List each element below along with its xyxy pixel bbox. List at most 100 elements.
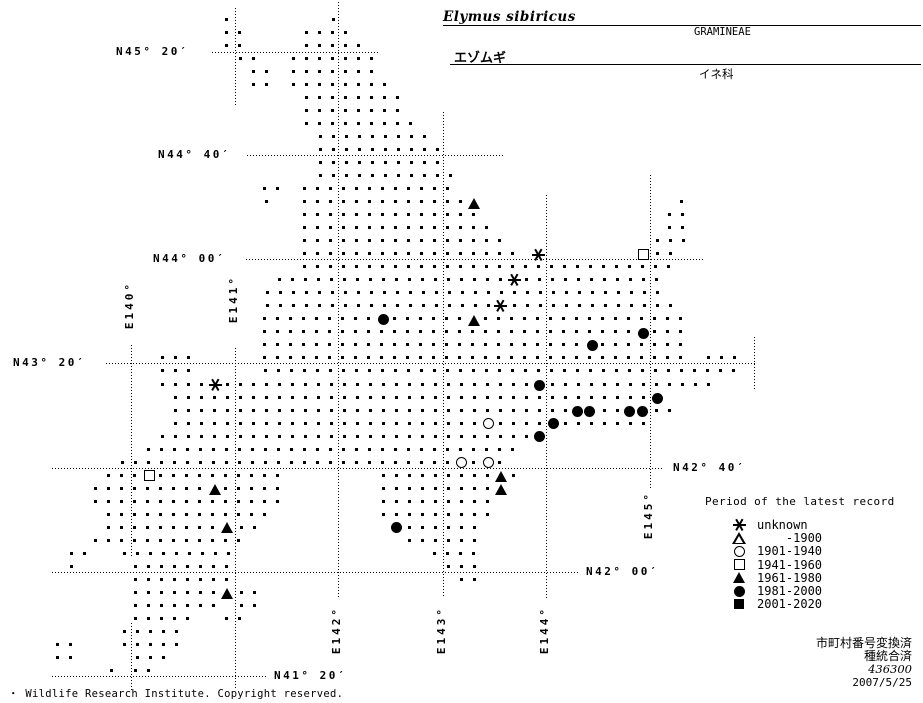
map-dot	[146, 526, 149, 529]
map-dot	[485, 369, 488, 372]
map-dot	[473, 487, 476, 490]
family-latin-name: GRAMINEAE	[694, 26, 751, 38]
map-dot	[473, 435, 476, 438]
map-dot	[446, 369, 449, 372]
map-dot	[70, 552, 73, 555]
map-dot	[549, 330, 552, 333]
map-dot	[460, 526, 463, 529]
map-dot	[434, 500, 437, 503]
map-dot	[487, 304, 490, 307]
map-dot	[186, 578, 189, 581]
map-dot	[473, 513, 476, 516]
circle-filled-shape	[733, 585, 745, 597]
record-marker-circle-filled	[623, 405, 635, 417]
map-dot	[225, 565, 228, 568]
record-marker-triangle-filled	[494, 470, 508, 482]
map-dot	[186, 591, 189, 594]
map-dot	[408, 396, 411, 399]
map-dot	[317, 278, 320, 281]
map-dot	[602, 369, 605, 372]
map-dot	[422, 291, 425, 294]
map-dot	[160, 617, 163, 620]
map-dot	[434, 474, 437, 477]
map-dot	[174, 409, 177, 412]
map-dot	[159, 513, 162, 516]
map-dot	[172, 539, 175, 542]
map-dot	[523, 317, 526, 320]
map-dot	[368, 226, 371, 229]
map-dot	[305, 57, 308, 60]
map-dot	[368, 461, 371, 464]
square-open-shape	[637, 248, 649, 260]
latitude-label: N43° 20′	[13, 356, 86, 369]
map-dot	[733, 356, 736, 359]
map-dot	[331, 70, 334, 73]
map-dot	[251, 461, 254, 464]
map-dot	[304, 383, 307, 386]
map-dot	[552, 291, 555, 294]
map-dot	[565, 291, 568, 294]
map-dot	[316, 226, 319, 229]
map-dot	[588, 356, 591, 359]
map-dot	[357, 109, 360, 112]
map-dot	[317, 396, 320, 399]
map-dot	[369, 409, 372, 412]
map-dot	[354, 317, 357, 320]
map-dot	[342, 200, 345, 203]
map-dot	[384, 174, 387, 177]
map-dot	[343, 435, 346, 438]
map-dot	[276, 343, 279, 346]
map-dot	[486, 513, 489, 516]
legend-item-label: -1900	[757, 531, 823, 546]
longitude-label: E144°	[538, 606, 551, 655]
map-dot	[656, 291, 659, 294]
map-dot	[238, 44, 241, 47]
map-dot	[380, 343, 383, 346]
map-dot	[394, 252, 397, 255]
map-dot	[147, 565, 150, 568]
map-dot	[370, 291, 373, 294]
map-dot	[460, 422, 463, 425]
map-dot	[319, 135, 322, 138]
map-dot	[370, 57, 373, 60]
map-dot	[381, 252, 384, 255]
circle-filled-shape	[583, 405, 595, 417]
map-dot	[133, 526, 136, 529]
map-dot	[211, 474, 214, 477]
map-dot	[408, 487, 411, 490]
map-dot	[420, 369, 423, 372]
map-dot	[276, 330, 279, 333]
map-dot	[355, 448, 358, 451]
map-dot	[473, 474, 476, 477]
square-open-shape	[733, 559, 745, 571]
map-dot	[707, 356, 710, 359]
map-dot	[397, 161, 400, 164]
map-dot	[332, 174, 335, 177]
map-dot	[292, 304, 295, 307]
map-dot	[356, 422, 359, 425]
map-dot	[432, 356, 435, 359]
map-dot	[499, 396, 502, 399]
map-dot	[226, 396, 229, 399]
map-dot	[303, 448, 306, 451]
map-dot	[460, 474, 463, 477]
longitude-line	[131, 345, 132, 557]
map-dot	[225, 44, 228, 47]
map-dot	[174, 435, 177, 438]
map-dot	[162, 552, 165, 555]
map-dot	[422, 304, 425, 307]
map-dot	[629, 278, 632, 281]
map-dot	[537, 369, 540, 372]
map-dot	[539, 291, 542, 294]
map-dot	[237, 513, 240, 516]
record-marker-circle-filled	[533, 430, 545, 442]
map-dot	[174, 396, 177, 399]
map-dot	[356, 435, 359, 438]
map-dot	[250, 513, 253, 516]
map-dot	[669, 252, 672, 255]
map-dot	[290, 448, 293, 451]
map-dot	[161, 383, 164, 386]
map-dot	[667, 369, 670, 372]
map-dot	[303, 461, 306, 464]
map-dot	[604, 291, 607, 294]
